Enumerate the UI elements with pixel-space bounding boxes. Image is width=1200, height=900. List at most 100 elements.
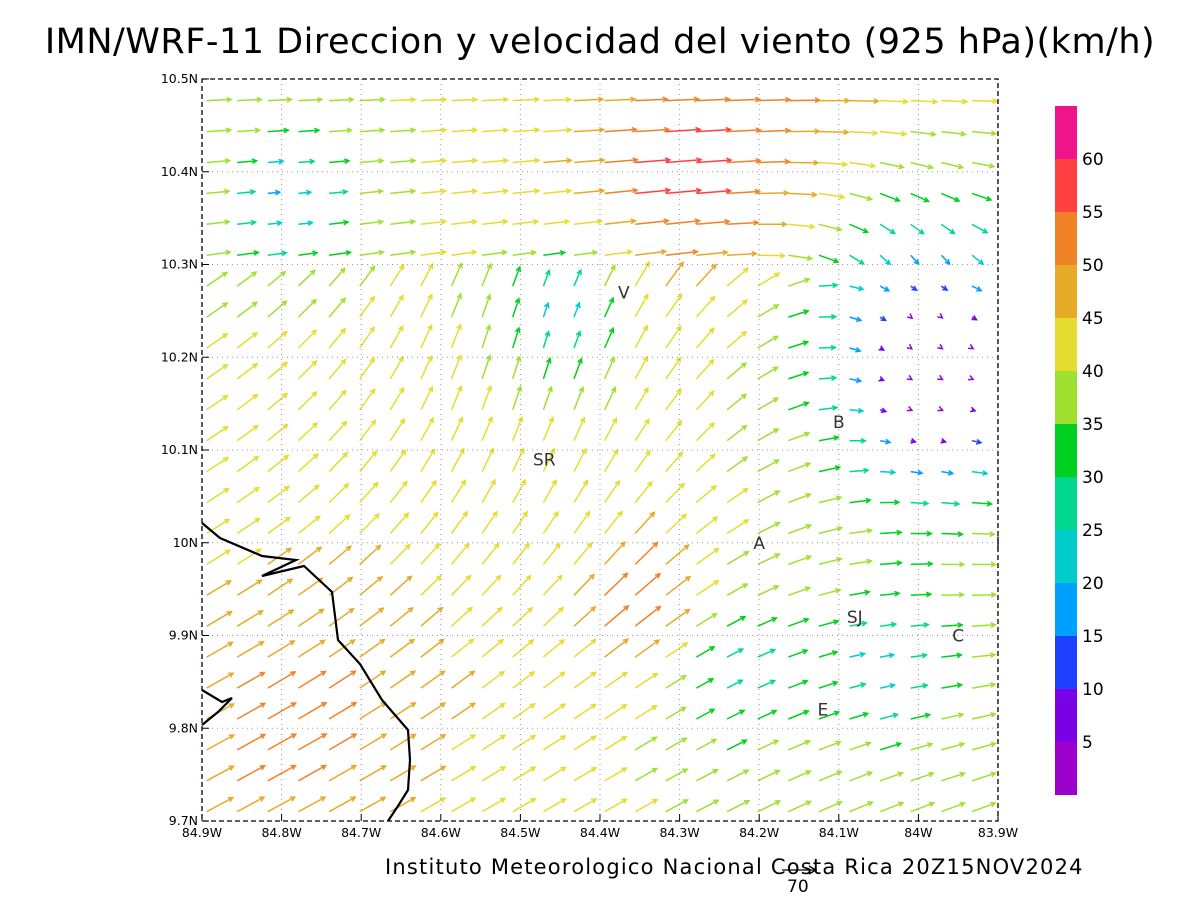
x-tick-label: 84.4W <box>580 825 620 840</box>
wind-vector <box>206 127 233 134</box>
wind-vector <box>297 298 317 318</box>
y-tick-label: 10.3N <box>161 257 198 272</box>
wind-vector <box>542 447 556 472</box>
wind-vector <box>604 540 626 565</box>
wind-vector <box>389 575 413 596</box>
wind-vector <box>665 608 691 627</box>
wind-vector <box>665 675 687 689</box>
y-tick-label: 9.9N <box>169 628 198 643</box>
city-label: B <box>833 413 845 433</box>
wind-vector <box>481 447 495 472</box>
wind-vector <box>665 513 688 535</box>
city-labels: V B SR A I SJ C E <box>533 283 1001 720</box>
colorbar-swatch <box>1055 583 1077 636</box>
wind-vector <box>634 704 658 720</box>
wind-vector <box>818 770 843 782</box>
wind-vector <box>512 415 524 441</box>
wind-vector <box>450 510 469 534</box>
wind-vector <box>849 589 871 597</box>
wind-vector <box>757 221 789 228</box>
colorbar-label: 55 <box>1082 203 1104 223</box>
wind-vector <box>665 451 684 473</box>
wind-vector <box>726 299 749 318</box>
wind-vector <box>267 220 284 227</box>
wind-vector <box>237 249 260 256</box>
wind-vector <box>267 423 289 442</box>
wind-vector <box>818 344 837 351</box>
wind-vector <box>757 96 792 103</box>
wind-vector <box>481 542 500 565</box>
wind-vector <box>298 220 314 227</box>
wind-vector <box>328 420 348 442</box>
wind-vector <box>481 766 507 782</box>
wind-vector <box>206 394 229 411</box>
wind-vector <box>328 451 349 473</box>
wind-vector <box>757 428 780 442</box>
wind-vector <box>788 648 809 658</box>
colorbar-swatch <box>1055 689 1077 742</box>
wind-vector <box>206 518 231 535</box>
wind-vector <box>298 733 328 751</box>
color-legend: 5 10 15 20 25 30 35 40 45 50 55 60 <box>1055 106 1104 795</box>
wind-vector <box>726 679 744 689</box>
wind-vector <box>420 323 433 349</box>
wind-vector <box>757 304 780 318</box>
colorbar-label: 50 <box>1082 256 1104 276</box>
wind-vector <box>420 797 447 813</box>
x-tick-label: 84.2W <box>739 825 779 840</box>
wind-vector <box>971 161 996 169</box>
wind-vector <box>757 648 777 658</box>
wind-vector <box>695 358 715 380</box>
wind-vector <box>236 271 258 287</box>
wind-vector <box>818 650 839 658</box>
wind-vector <box>849 192 874 202</box>
wind-vector <box>726 769 750 782</box>
wind-vector <box>696 157 733 164</box>
wind-vector <box>818 740 842 751</box>
wind-vector <box>389 386 405 411</box>
wind-vector <box>849 285 865 292</box>
wind-vector <box>634 605 662 627</box>
wind-vector <box>512 638 535 658</box>
wind-vector <box>604 510 623 534</box>
colorbar-swatch <box>1055 742 1077 795</box>
wind-vector <box>481 293 492 318</box>
wind-vector <box>389 796 417 813</box>
wind-vector <box>818 680 839 689</box>
wind-vector <box>726 424 748 442</box>
wind-vector <box>634 572 662 596</box>
wind-vector <box>634 639 661 658</box>
wind-vector <box>634 736 658 751</box>
wind-vector <box>879 192 901 203</box>
colorbar-swatch <box>1055 371 1077 424</box>
wind-vector <box>757 739 780 751</box>
wind-vector <box>849 98 880 105</box>
wind-vector <box>968 375 975 381</box>
wind-vector <box>971 285 983 292</box>
wind-vector <box>910 500 930 507</box>
wind-vector <box>512 574 532 596</box>
wind-vector <box>451 765 477 782</box>
wind-vector <box>573 301 581 318</box>
wind-vector <box>573 479 589 503</box>
wind-vector <box>788 340 810 349</box>
wind-vector <box>757 521 781 535</box>
reference-vector-value: 70 <box>787 877 809 897</box>
wind-vector <box>481 262 493 287</box>
wind-vector <box>267 127 290 134</box>
wind-vector <box>543 249 567 256</box>
wind-vector <box>940 223 956 235</box>
wind-vector <box>267 300 288 318</box>
wind-vector <box>298 701 328 720</box>
city-label: A <box>753 534 765 554</box>
wind-vector <box>604 638 630 658</box>
wind-vector <box>420 188 448 195</box>
wind-vector <box>665 575 692 596</box>
wind-vector <box>543 96 573 103</box>
wind-vector <box>482 249 509 256</box>
wind-vector <box>573 187 606 195</box>
wind-vector <box>788 586 812 597</box>
wind-vector <box>726 519 750 535</box>
colorbar-swatch <box>1055 265 1077 318</box>
wind-vector <box>359 765 388 782</box>
